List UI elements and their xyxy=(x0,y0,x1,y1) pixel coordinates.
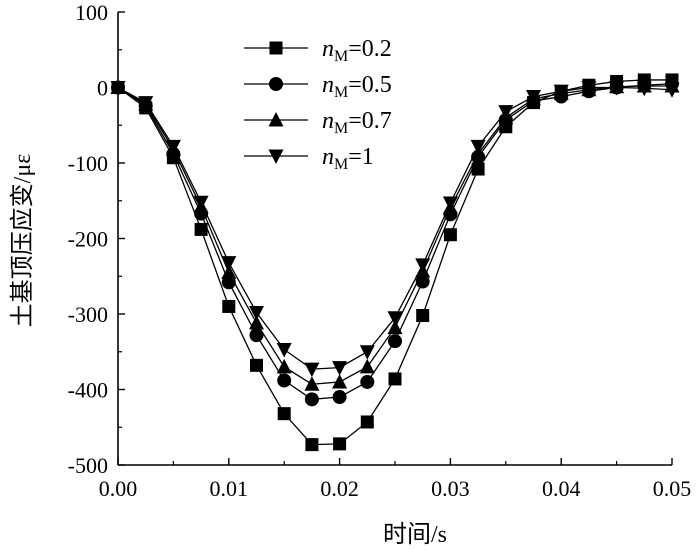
data-point xyxy=(360,374,375,389)
y-tick-label: -300 xyxy=(68,302,108,327)
data-point xyxy=(415,258,431,273)
y-tick-label: 100 xyxy=(75,0,108,25)
data-point xyxy=(304,376,320,391)
data-point xyxy=(304,392,319,407)
series-layer xyxy=(110,73,680,452)
legend-marker xyxy=(269,77,283,91)
data-point xyxy=(249,305,264,321)
x-tick-label: 0.03 xyxy=(431,476,470,501)
data-point xyxy=(664,83,680,98)
data-point xyxy=(360,415,374,429)
data-point xyxy=(305,438,319,452)
data-point xyxy=(194,222,208,236)
data-point xyxy=(277,407,291,421)
data-point xyxy=(250,358,263,372)
data-point xyxy=(276,358,292,374)
data-point xyxy=(332,390,347,405)
data-point xyxy=(332,361,348,376)
data-point xyxy=(249,328,264,343)
data-point xyxy=(553,84,569,100)
legend-label: nM=1 xyxy=(322,144,374,173)
legend: nM=0.2 nM=0.5 nM=0.7 nM=1 xyxy=(244,36,392,173)
x-tick-label: 0.02 xyxy=(320,476,359,501)
data-point xyxy=(388,372,402,386)
data-point xyxy=(304,362,320,378)
axes: 0.00 0.01 0.02 0.03 0.04 0.05 -500 -400 -300 -200… xyxy=(68,0,692,501)
legend-marker xyxy=(269,41,283,55)
y-tick-label: -200 xyxy=(68,227,108,252)
legend-entry: nM=0.5 xyxy=(244,72,392,101)
data-point xyxy=(332,373,348,389)
legend-entry: nM=0.2 xyxy=(244,36,392,65)
y-tick-label: -500 xyxy=(68,453,108,478)
data-point xyxy=(333,437,347,451)
legend-marker xyxy=(268,149,284,164)
legend-label: nM=0.7 xyxy=(322,108,392,137)
data-point xyxy=(609,81,625,96)
data-point xyxy=(636,81,652,97)
data-point xyxy=(276,342,292,358)
series-line xyxy=(117,79,672,446)
y-tick-label: -100 xyxy=(68,151,108,176)
data-point xyxy=(443,228,457,242)
legend-entry: nM=1 xyxy=(244,144,374,173)
data-point xyxy=(387,319,403,335)
data-point xyxy=(193,195,209,211)
x-tick-label: 0.04 xyxy=(542,476,581,501)
data-point xyxy=(359,345,375,360)
series-2 xyxy=(111,76,679,407)
data-point xyxy=(221,256,237,271)
data-point xyxy=(471,162,485,176)
y-tick-label: -400 xyxy=(68,378,108,403)
data-point xyxy=(470,139,486,155)
legend-marker xyxy=(268,112,284,127)
data-point xyxy=(442,196,458,212)
legend-entry: nM=0.7 xyxy=(244,108,392,137)
x-tick-label: 0.01 xyxy=(210,476,249,501)
data-point xyxy=(138,96,154,111)
x-axis-title: 时间/s xyxy=(383,521,447,548)
data-point xyxy=(249,315,264,330)
series-1 xyxy=(111,73,679,452)
data-point xyxy=(498,105,514,120)
data-point xyxy=(165,139,181,155)
x-tick-label: 0.00 xyxy=(99,476,138,501)
y-tick-label: 0 xyxy=(97,76,108,101)
legend-label: nM=0.2 xyxy=(322,36,392,65)
y-axis-title: 土基顶压应变/με xyxy=(9,154,36,328)
series-4 xyxy=(110,81,680,378)
data-point xyxy=(526,90,541,105)
x-tick-label: 0.05 xyxy=(653,476,692,501)
data-point xyxy=(387,311,403,326)
series-line xyxy=(117,83,673,400)
data-point xyxy=(221,264,237,279)
data-point xyxy=(581,81,597,96)
legend-label: nM=0.5 xyxy=(322,72,392,101)
data-point xyxy=(110,81,126,96)
data-point xyxy=(416,309,430,323)
data-point xyxy=(277,373,292,388)
data-point xyxy=(388,334,402,349)
data-point xyxy=(222,299,236,313)
data-point xyxy=(359,358,375,374)
